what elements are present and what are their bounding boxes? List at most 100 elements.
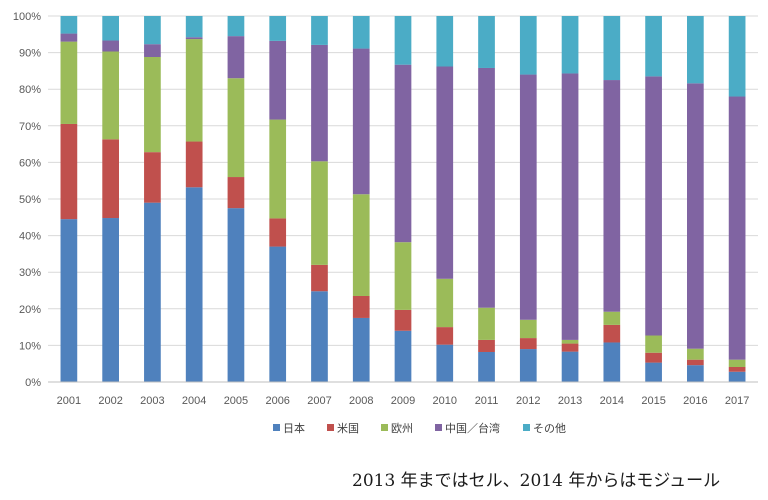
legend-swatch [435, 424, 442, 431]
bar-segment [60, 41, 78, 124]
bar-segment [311, 16, 328, 45]
bar-segment [603, 342, 621, 382]
bar-segment [269, 40, 287, 120]
bar-segment [728, 16, 746, 97]
bar-segment [144, 152, 161, 203]
bar-segment [185, 37, 203, 40]
bar-segment [687, 359, 704, 366]
bar-segment [603, 16, 621, 81]
bar-segment [311, 44, 328, 162]
bar-segment [478, 351, 495, 382]
bar-segment [478, 67, 495, 308]
bar-segment [352, 295, 370, 318]
bar-segment [144, 16, 161, 45]
y-tick-label: 80% [19, 84, 41, 96]
bar-segment [561, 16, 579, 74]
x-tick-label: 2017 [725, 395, 749, 407]
bar-segment [144, 44, 161, 57]
x-tick-label: 2002 [98, 395, 122, 407]
x-tick-label: 2003 [140, 395, 164, 407]
bar-segment [394, 309, 412, 331]
x-tick-label: 2013 [558, 395, 582, 407]
bar-segment [519, 349, 537, 382]
bar-segment [561, 351, 579, 382]
bar-segment [269, 246, 287, 382]
x-axis-ticks: 2001 2002 2003 2004 2005 2006 2007 2008 2009 2010… [57, 395, 750, 407]
bar-segment [311, 264, 328, 292]
bar-segment [394, 330, 412, 382]
legend-swatch [381, 424, 388, 431]
legend-label: 欧州 [391, 422, 413, 435]
bar-segment [728, 371, 746, 382]
bar-segment [269, 119, 287, 219]
x-tick-label: 2001 [57, 395, 81, 407]
x-tick-label: 2004 [182, 395, 206, 407]
bar-segment [728, 359, 746, 367]
legend-label: 米国 [337, 422, 359, 435]
bar-segment [436, 16, 454, 67]
bar-segment [185, 39, 203, 142]
legend: 日本 米国 欧州 中国／台湾 その他 [273, 421, 566, 435]
y-tick-label: 10% [19, 340, 41, 352]
bar-segment [519, 319, 537, 339]
bar-segment [311, 291, 328, 382]
bar-segment [436, 278, 454, 328]
bar-segment [394, 64, 412, 243]
x-tick-label: 2010 [433, 395, 457, 407]
bar-segment [311, 161, 328, 265]
x-tick-label: 2007 [307, 395, 331, 407]
bar-segment [102, 40, 119, 52]
bar-segment [60, 219, 78, 382]
bar-segment [185, 141, 203, 188]
bar-segment [352, 194, 370, 296]
bar-segment [352, 317, 370, 382]
bar-segment [352, 48, 370, 195]
legend-swatch [327, 424, 334, 431]
x-tick-label: 2016 [683, 395, 707, 407]
bar-segment [394, 242, 412, 310]
y-axis-ticks: 0% 10% 20% 30% 40% 50% 60% 70% 80% 90% 100% [13, 11, 41, 389]
footnote-text: 2013 年まではセル、2014 年からはモジュール [352, 471, 721, 491]
y-tick-label: 20% [19, 304, 41, 316]
bar-segment [519, 16, 537, 75]
bar-segment [394, 16, 412, 65]
bar-segment [102, 218, 119, 382]
x-tick-label: 2015 [641, 395, 665, 407]
y-tick-label: 60% [19, 157, 41, 169]
legend-label: その他 [533, 422, 566, 435]
legend-label: 中国／台湾 [445, 421, 500, 435]
bar-segment [603, 80, 621, 312]
bar-segment [519, 74, 537, 320]
bar-segment [687, 16, 704, 84]
bar-segment [436, 344, 454, 382]
y-tick-label: 40% [19, 231, 41, 243]
bar-segment [144, 56, 161, 153]
x-tick-label: 2014 [600, 395, 624, 407]
bar-segment [728, 96, 746, 360]
bar-segment [645, 76, 662, 336]
y-tick-label: 70% [19, 121, 41, 133]
bar-segment [227, 177, 245, 209]
bar-segment [185, 16, 203, 38]
y-tick-label: 30% [19, 267, 41, 279]
bar-segment [561, 339, 579, 344]
x-tick-label: 2009 [391, 395, 415, 407]
bar-segment [478, 16, 495, 68]
bar-segment [645, 362, 662, 382]
bar-segment [227, 36, 245, 79]
legend-swatch [273, 424, 280, 431]
legend-swatch [523, 424, 530, 431]
bar-segment [645, 352, 662, 363]
bar-segment [561, 73, 579, 340]
y-tick-label: 90% [19, 48, 41, 60]
bar-segment [603, 311, 621, 325]
bar-segment [227, 208, 245, 382]
x-tick-label: 2005 [224, 395, 248, 407]
y-tick-label: 50% [19, 194, 41, 206]
bar-segment [478, 339, 495, 352]
bar-segment [561, 343, 579, 352]
bar-segment [269, 218, 287, 247]
bar-segment [144, 202, 161, 382]
x-tick-label: 2012 [516, 395, 540, 407]
bar-segment [603, 324, 621, 343]
